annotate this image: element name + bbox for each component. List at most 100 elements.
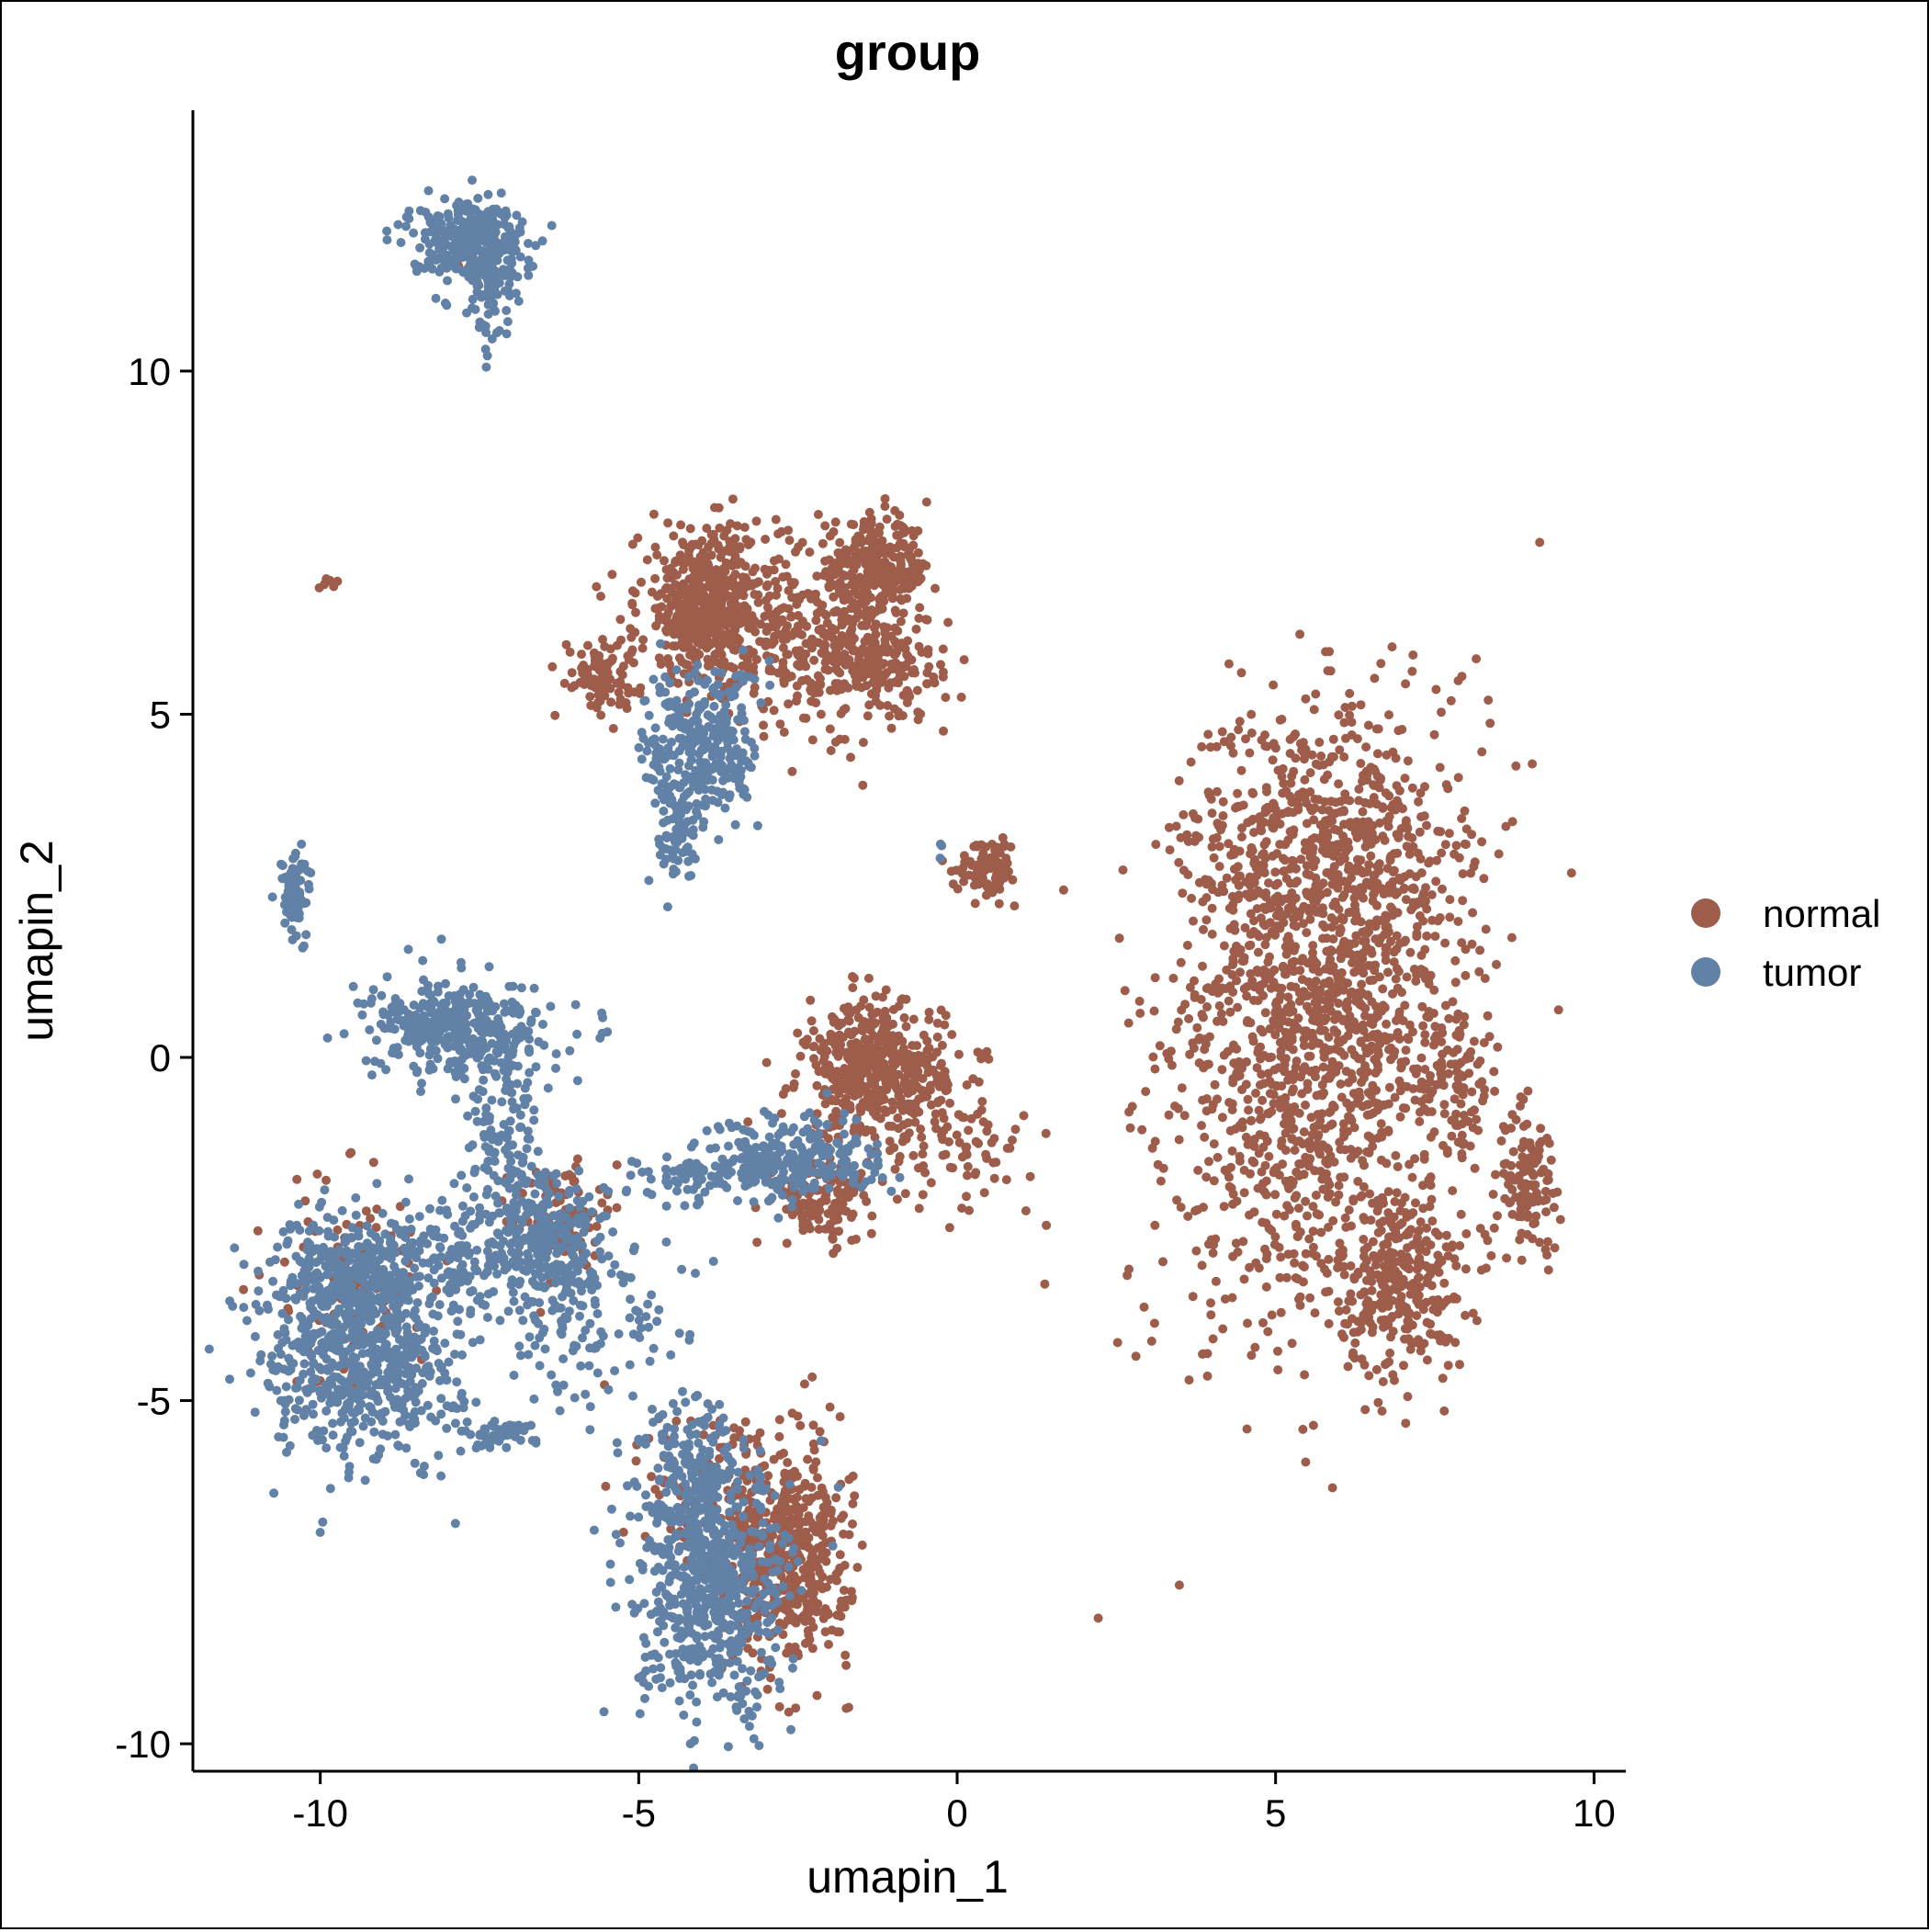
data-point: [1184, 1013, 1194, 1023]
data-point: [1371, 960, 1381, 970]
data-point: [1226, 850, 1236, 860]
data-point: [1359, 1360, 1370, 1370]
data-point: [1283, 992, 1293, 1002]
data-point: [804, 1533, 814, 1542]
data-point: [1475, 1224, 1485, 1234]
data-point: [803, 1601, 813, 1611]
data-point: [1179, 865, 1189, 876]
data-point: [1272, 808, 1282, 819]
data-point: [1374, 972, 1384, 982]
data-point: [1491, 1169, 1500, 1180]
data-point: [1452, 1045, 1462, 1055]
data-point: [1315, 1167, 1325, 1176]
data-point: [740, 1417, 750, 1427]
data-point: [1329, 1063, 1338, 1073]
data-point: [977, 1097, 987, 1106]
data-point: [1328, 734, 1338, 744]
data-point: [1384, 710, 1393, 720]
data-point: [1176, 1203, 1186, 1213]
data-point: [1457, 814, 1467, 823]
data-point: [829, 654, 840, 664]
data-point: [1201, 1172, 1212, 1182]
data-point: [1288, 1018, 1298, 1028]
data-point: [1435, 913, 1445, 922]
data-point: [1400, 1261, 1410, 1271]
data-point: [920, 615, 931, 625]
data-point: [1165, 845, 1175, 855]
data-point: [762, 1684, 773, 1694]
data-point: [662, 593, 672, 604]
data-point: [1256, 913, 1266, 923]
data-point: [1041, 1128, 1051, 1138]
data-point: [1341, 1305, 1351, 1315]
data-point: [1315, 1025, 1325, 1035]
data-point: [880, 493, 890, 503]
data-point: [1289, 956, 1299, 966]
data-point: [1368, 1322, 1378, 1332]
data-point: [1444, 1013, 1454, 1023]
data-point: [859, 1016, 869, 1026]
data-point: [1225, 1125, 1235, 1135]
data-point: [1375, 1218, 1385, 1228]
data-point: [1303, 1079, 1313, 1089]
data-point: [1139, 1302, 1149, 1312]
data-point: [1188, 808, 1198, 819]
data-point: [941, 1086, 951, 1096]
data-point: [1281, 1272, 1292, 1282]
data-point: [1173, 1017, 1183, 1027]
data-point: [1376, 1226, 1386, 1236]
data-point: [1301, 1196, 1311, 1206]
data-point: [1420, 1093, 1430, 1103]
data-point: [964, 1205, 974, 1215]
data-point: [1390, 1197, 1400, 1206]
data-point: [1267, 1106, 1277, 1116]
data-point: [1289, 731, 1299, 741]
data-point: [938, 644, 948, 654]
data-point: [771, 514, 781, 525]
data-point: [1402, 822, 1412, 832]
data-point: [1373, 1033, 1383, 1043]
data-point: [867, 610, 877, 620]
data-point: [1477, 1077, 1487, 1087]
data-point: [769, 1454, 779, 1464]
data-point: [1324, 1033, 1334, 1042]
data-point: [1167, 1060, 1177, 1070]
data-point: [1420, 1037, 1430, 1047]
data-point: [1423, 1272, 1433, 1282]
data-point: [1292, 1167, 1302, 1177]
data-point: [778, 572, 788, 582]
data-point: [844, 1028, 853, 1038]
data-point: [1314, 996, 1324, 1006]
data-point: [864, 564, 874, 574]
data-point: [1370, 887, 1380, 898]
data-point: [1477, 837, 1487, 847]
data-point: [880, 1006, 890, 1016]
data-point: [812, 597, 822, 607]
data-point: [1158, 1257, 1168, 1267]
data-point: [1566, 868, 1576, 878]
data-point: [1327, 922, 1337, 932]
data-point: [1381, 910, 1391, 921]
data-point: [1307, 750, 1317, 760]
data-point: [1324, 1318, 1334, 1328]
data-point: [1270, 1030, 1280, 1040]
data-point: [894, 1157, 904, 1167]
data-point: [1340, 1213, 1350, 1223]
data-point: [1529, 1170, 1539, 1181]
data-point: [1224, 996, 1234, 1006]
data-point: [1523, 1213, 1533, 1222]
data-point: [826, 746, 836, 755]
data-point: [1464, 1068, 1474, 1079]
data-point: [1213, 988, 1223, 998]
data-point: [666, 622, 676, 631]
data-point: [1488, 1190, 1498, 1199]
data-point: [979, 1188, 989, 1198]
data-point: [921, 497, 931, 507]
data-point: [1258, 1142, 1269, 1152]
data-point: [1232, 1068, 1242, 1079]
data-point: [1324, 1223, 1333, 1232]
data-point: [1392, 1188, 1402, 1198]
data-point: [728, 573, 738, 583]
data-point: [838, 1199, 848, 1208]
